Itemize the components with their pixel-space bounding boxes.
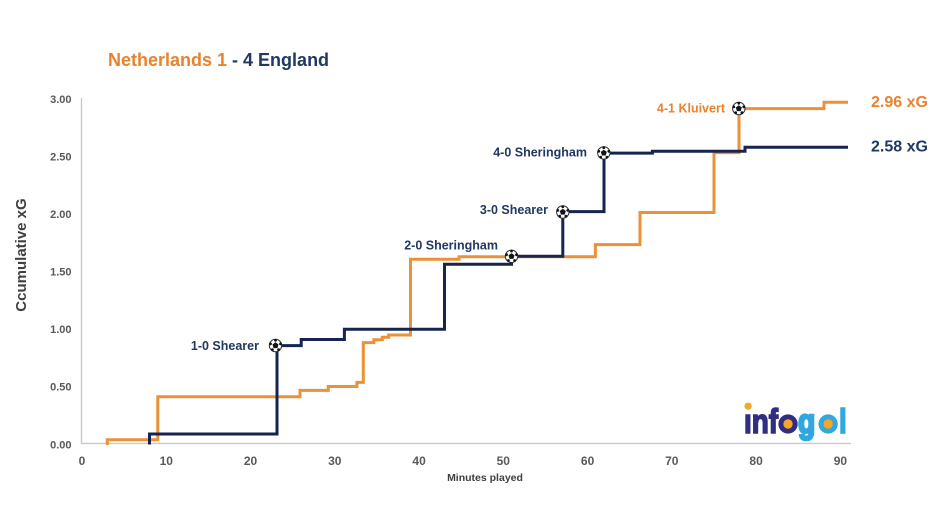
svg-text:0.00: 0.00 <box>50 439 71 451</box>
svg-text:80: 80 <box>749 454 763 468</box>
svg-text:2.96 xG: 2.96 xG <box>871 94 928 111</box>
svg-text:1-0 Shearer: 1-0 Shearer <box>191 339 259 353</box>
svg-text:0: 0 <box>79 454 86 468</box>
svg-text:10: 10 <box>160 454 174 468</box>
svg-text:1.00: 1.00 <box>50 324 71 336</box>
svg-text:Ccumulative xG: Ccumulative xG <box>13 198 30 311</box>
svg-text:g: g <box>798 402 815 440</box>
svg-text:70: 70 <box>665 454 679 468</box>
svg-text:2.50: 2.50 <box>50 152 71 164</box>
svg-text:1.50: 1.50 <box>50 267 71 279</box>
svg-text:3-0 Shearer: 3-0 Shearer <box>480 203 548 217</box>
svg-text:4-1 Kluivert: 4-1 Kluivert <box>657 102 726 116</box>
svg-text:40: 40 <box>412 454 426 468</box>
svg-text:60: 60 <box>581 454 595 468</box>
svg-text:Netherlands 1 - 4 England: Netherlands 1 - 4 England <box>108 50 329 70</box>
svg-text:2.58 xG: 2.58 xG <box>871 139 928 156</box>
svg-text:2.00: 2.00 <box>50 209 71 221</box>
svg-text:50: 50 <box>497 454 511 468</box>
svg-text:30: 30 <box>328 454 342 468</box>
svg-text:3.00: 3.00 <box>50 94 71 106</box>
svg-text:2-0 Sheringham: 2-0 Sheringham <box>404 239 498 253</box>
svg-text:l: l <box>839 402 847 440</box>
svg-text:20: 20 <box>244 454 258 468</box>
svg-text:Minutes played: Minutes played <box>447 472 523 484</box>
svg-text:0.50: 0.50 <box>50 382 71 394</box>
svg-text:4-0 Sheringham: 4-0 Sheringham <box>493 146 587 160</box>
svg-text:90: 90 <box>834 454 848 468</box>
